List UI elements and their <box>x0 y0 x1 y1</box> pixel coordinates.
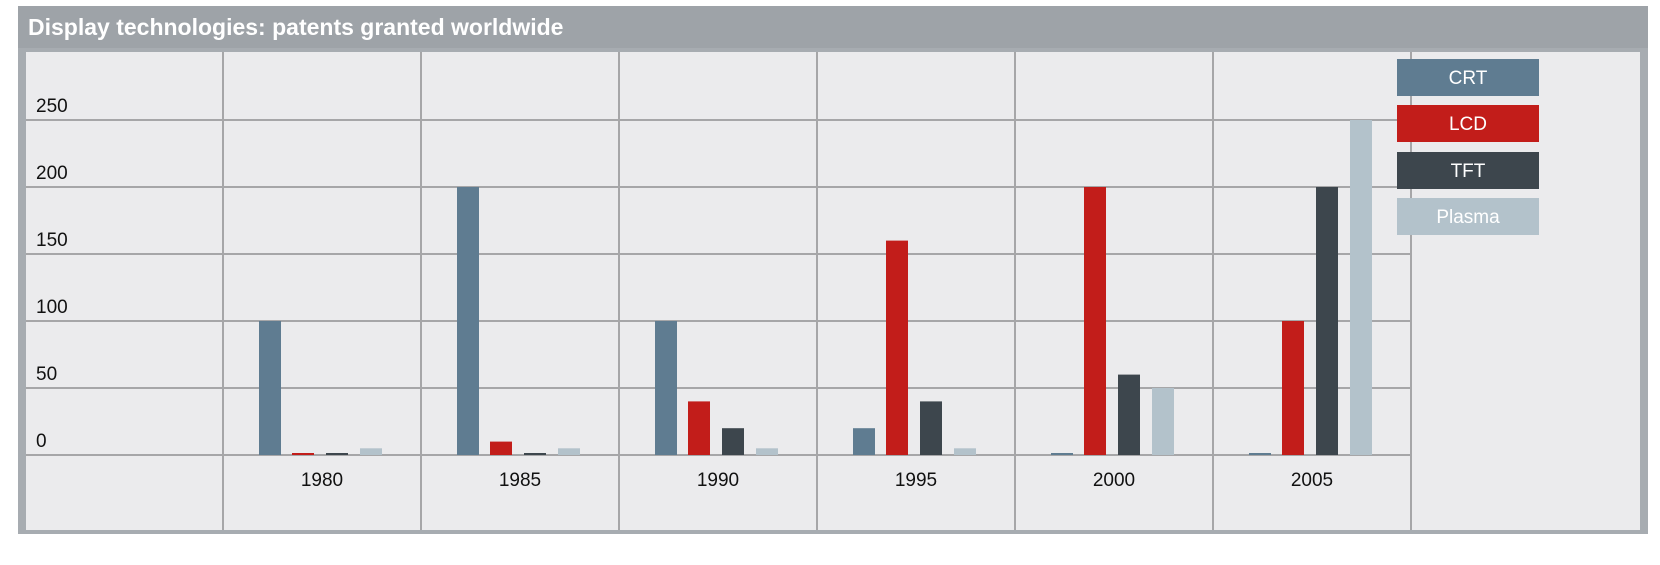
x-tick-label: 2000 <box>1093 470 1135 491</box>
x-tick-label: 1985 <box>499 470 541 491</box>
y-tick-label: 250 <box>36 96 68 117</box>
bar-lcd-1980 <box>292 453 314 455</box>
bar-tft-1985 <box>524 453 546 455</box>
chart-panel: Display technologies: patents granted wo… <box>18 6 1648 534</box>
legend-swatch-tft <box>1397 152 1539 189</box>
y-tick-label: 50 <box>36 364 57 385</box>
bar-plasma-2005 <box>1350 120 1372 455</box>
bar-tft-1980 <box>326 453 348 455</box>
x-tick-label: 2005 <box>1291 470 1333 491</box>
bar-tft-2000 <box>1118 374 1140 455</box>
bar-lcd-2005 <box>1282 321 1304 455</box>
x-tick-label: 1980 <box>301 470 343 491</box>
bar-tft-1995 <box>920 401 942 455</box>
bar-crt-1990 <box>655 321 677 455</box>
bar-plasma-1990 <box>756 448 778 455</box>
legend-label-plasma: Plasma <box>1436 207 1500 228</box>
y-tick-label: 150 <box>36 230 68 251</box>
legend-swatch-lcd <box>1397 105 1539 142</box>
y-tick-label: 100 <box>36 297 68 318</box>
x-tick-label: 1995 <box>895 470 937 491</box>
bar-crt-1995 <box>853 428 875 455</box>
bar-tft-2005 <box>1316 187 1338 455</box>
legend-label-lcd: LCD <box>1449 114 1487 135</box>
title-bar: Display technologies: patents granted wo… <box>18 6 1648 48</box>
y-tick-label: 0 <box>36 431 47 452</box>
bar-plasma-1995 <box>954 448 976 455</box>
x-tick-label: 1990 <box>697 470 739 491</box>
bar-lcd-2000 <box>1084 187 1106 455</box>
legend-label-tft: TFT <box>1451 161 1486 182</box>
bar-crt-1980 <box>259 321 281 455</box>
plot-area: 0 50 100 150 200 250 1980 1985 1990 1995 2000 2005 C… <box>26 52 1640 530</box>
bar-chart: 0 50 100 150 200 250 1980 1985 1990 1995 2000 2005 C… <box>26 52 1539 530</box>
bar-lcd-1990 <box>688 401 710 455</box>
bar-plasma-2000 <box>1152 388 1174 455</box>
bar-tft-1990 <box>722 428 744 455</box>
bar-plasma-1980 <box>360 448 382 455</box>
bar-plasma-1985 <box>558 448 580 455</box>
legend-swatch-crt <box>1397 59 1539 96</box>
legend-label-crt: CRT <box>1449 68 1488 89</box>
y-tick-label: 200 <box>36 163 68 184</box>
bar-crt-2000 <box>1051 453 1073 455</box>
chart-title: Display technologies: patents granted wo… <box>28 14 564 40</box>
bar-lcd-1985 <box>490 441 512 455</box>
bar-lcd-1995 <box>886 240 908 455</box>
legend-swatch-plasma <box>1397 198 1539 235</box>
bar-crt-2005 <box>1249 453 1271 455</box>
bar-crt-1985 <box>457 187 479 455</box>
